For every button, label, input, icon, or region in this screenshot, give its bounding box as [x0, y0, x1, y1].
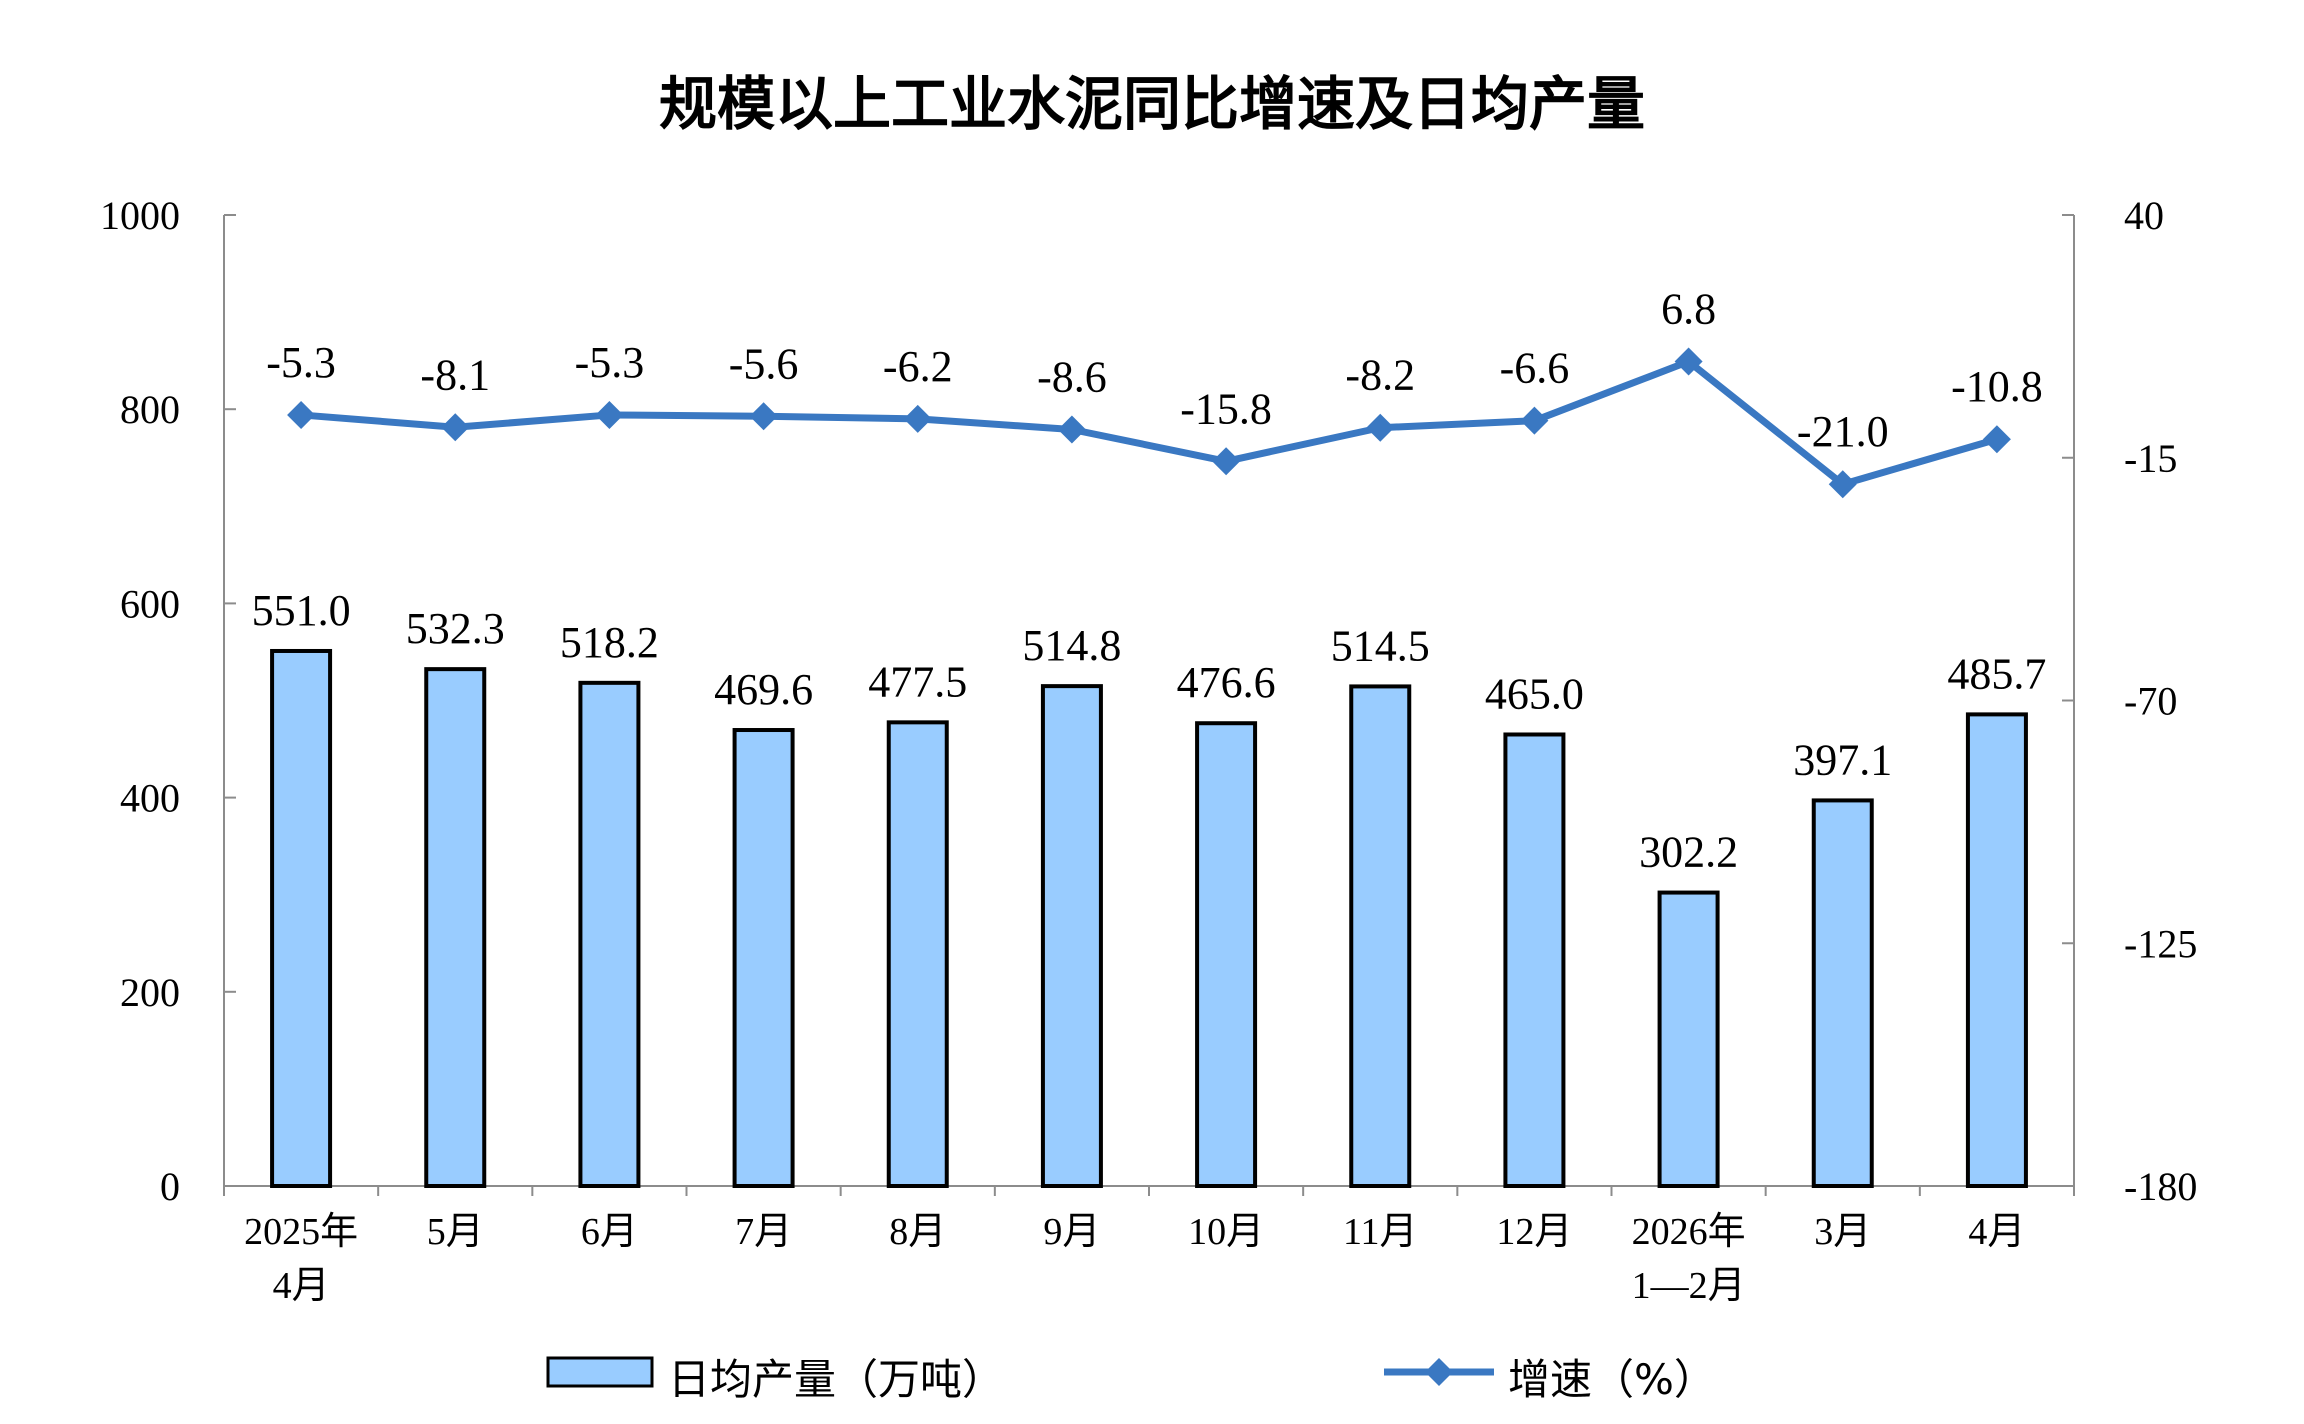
right-tick-label: -125 — [2124, 921, 2197, 966]
bar-value-label: 551.0 — [252, 586, 351, 635]
line-value-label: -5.6 — [729, 339, 799, 388]
bar-value-label: 518.2 — [560, 618, 659, 667]
bar-value-label: 532.3 — [406, 604, 505, 653]
left-tick-label: 1000 — [100, 193, 180, 238]
legend: 日均产量（万吨） 增速（%） — [546, 1355, 1716, 1404]
line-point-marker — [1212, 447, 1241, 476]
line-value-label: -5.3 — [575, 338, 645, 387]
category-label: 7月 — [735, 1211, 792, 1253]
bar — [1811, 798, 1874, 1188]
bar-value-label: 514.5 — [1331, 621, 1430, 670]
bar — [1657, 890, 1720, 1188]
line-point-marker — [595, 400, 624, 429]
line-point-marker — [1982, 425, 2011, 454]
line-point-marker — [749, 402, 778, 431]
line-series — [287, 347, 2011, 499]
left-tick-label: 800 — [120, 387, 180, 432]
bar — [732, 728, 795, 1188]
line-value-label: -5.3 — [266, 338, 336, 387]
category-label: 3月 — [1814, 1211, 1871, 1253]
line-point-marker — [1057, 415, 1086, 444]
category-label: 4月 — [1968, 1211, 2025, 1253]
bar-value-label: 477.5 — [868, 657, 967, 706]
category-label: 5月 — [427, 1211, 484, 1253]
line-value-label: -8.1 — [420, 350, 490, 399]
left-tick-label: 0 — [160, 1164, 180, 1209]
bar — [1503, 732, 1566, 1188]
category-label: 2025年 — [244, 1211, 358, 1253]
line-value-label: -21.0 — [1797, 407, 1889, 456]
growth-line — [300, 358, 1998, 488]
category-label: 10月 — [1188, 1211, 1264, 1253]
left-tick-label: 200 — [120, 970, 180, 1015]
right-tick-label: -70 — [2124, 679, 2177, 724]
legend-line-label: 增速（%） — [1508, 1355, 1716, 1404]
data-labels: 551.0 532.3 518.2 469.6 477.5 514.8 476.6 514.5… — [252, 285, 2047, 877]
line-value-label: 6.8 — [1661, 285, 1716, 334]
bar-value-label: 476.6 — [1177, 658, 1276, 707]
bar-series — [270, 648, 2028, 1189]
left-tick-label: 600 — [120, 581, 180, 626]
line-value-label: -8.2 — [1345, 351, 1415, 400]
left-tick-label: 400 — [120, 776, 180, 821]
legend-bar-label: 日均产量（万吨） — [668, 1355, 1004, 1404]
category-label: 4月 — [273, 1265, 330, 1307]
bar — [1195, 721, 1258, 1188]
right-tick-label: -15 — [2124, 436, 2177, 481]
line-point-marker — [1828, 470, 1857, 499]
category-label: 9月 — [1043, 1211, 1100, 1253]
bar-value-label: 514.8 — [1022, 621, 1121, 670]
line-point-marker — [441, 413, 470, 442]
line-point-marker — [903, 404, 932, 433]
bar — [886, 720, 949, 1188]
bar-value-label: 465.0 — [1485, 669, 1584, 718]
legend-line-marker — [1425, 1358, 1453, 1386]
line-point-marker — [1520, 406, 1549, 435]
category-label: 1—2月 — [1632, 1265, 1746, 1307]
bar-value-label: 302.2 — [1639, 828, 1738, 877]
bar — [1040, 684, 1103, 1188]
line-value-label: -6.6 — [1500, 344, 1570, 393]
bar — [1349, 684, 1412, 1188]
bar — [578, 680, 641, 1189]
right-tick-label: 40 — [2124, 193, 2164, 238]
right-tick-label: -180 — [2124, 1164, 2197, 1209]
legend-bar-swatch — [546, 1356, 654, 1388]
category-label: 6月 — [581, 1211, 638, 1253]
line-point-marker — [1366, 413, 1395, 442]
line-value-label: -15.8 — [1180, 384, 1272, 433]
bar-value-label: 469.6 — [714, 665, 813, 714]
bar-value-label: 485.7 — [1947, 649, 2046, 698]
category-label: 2026年 — [1632, 1211, 1746, 1253]
line-value-label: -8.6 — [1037, 353, 1107, 402]
bar — [424, 667, 487, 1188]
category-label: 8月 — [889, 1211, 946, 1253]
line-value-label: -6.2 — [883, 342, 953, 391]
category-label: 12月 — [1496, 1211, 1572, 1253]
bar — [1965, 712, 2028, 1188]
line-value-label: -10.8 — [1951, 362, 2043, 411]
category-label: 11月 — [1343, 1211, 1418, 1253]
line-point-marker — [1674, 347, 1703, 376]
bar-value-label: 397.1 — [1793, 735, 1892, 784]
bar — [270, 648, 333, 1188]
line-point-marker — [287, 400, 316, 429]
axes: 0 200 400 600 800 1000 -180 -125 -70 -15 40 2025年 4月… — [100, 193, 2197, 1307]
chart-title: 规模以上工业水泥同比增速及日均产量 — [659, 70, 1645, 138]
